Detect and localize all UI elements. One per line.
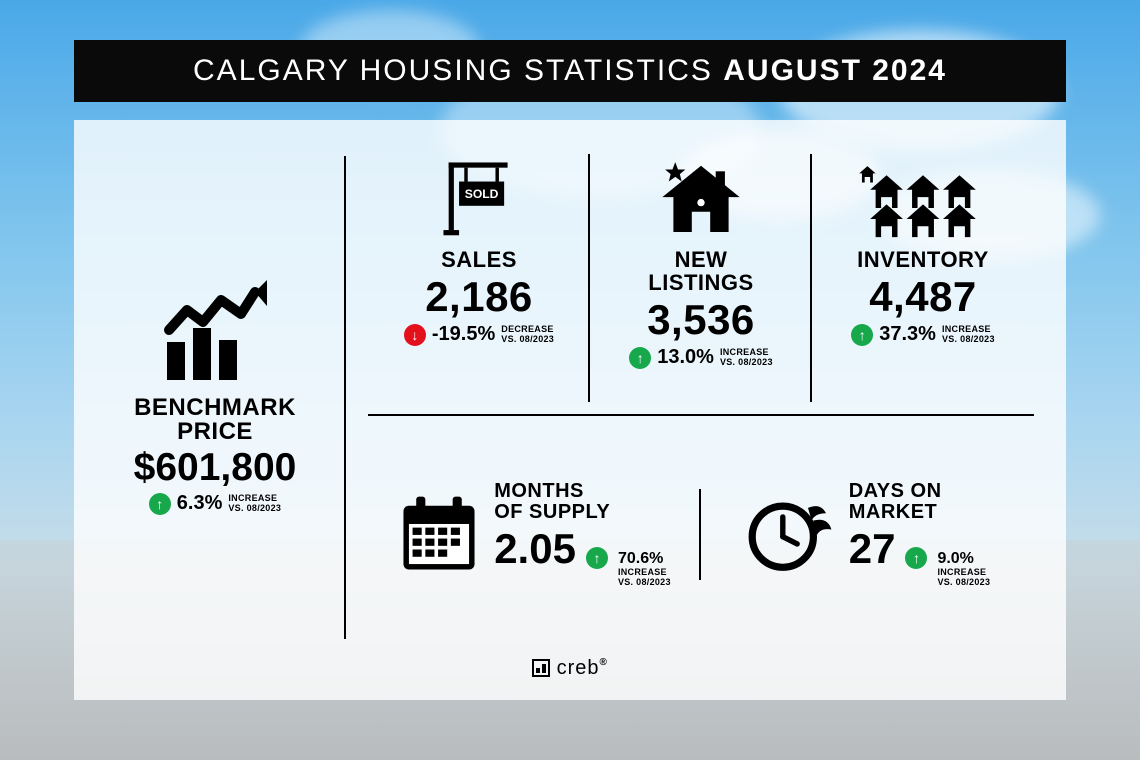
benchmark-desc: INCREASEVS. 08/2023 <box>228 494 281 514</box>
benchmark-label-2: PRICE <box>177 420 253 444</box>
new-listings-label: NEWLISTINGS <box>648 248 753 294</box>
house-grid-icon <box>858 150 988 246</box>
arrow-up-icon: ↑ <box>586 547 608 569</box>
benchmark-price-block: BENCHMARK PRICE $601,800 ↑ 6.3% INCREASE… <box>106 146 346 649</box>
arrow-up-icon: ↑ <box>629 347 651 369</box>
sales-block: SOLD SALES 2,186 ↓ -19.5% DECREASEVS. 08… <box>368 146 590 410</box>
arrow-up-icon: ↑ <box>905 547 927 569</box>
arrow-up-icon: ↑ <box>149 493 171 515</box>
title-prefix: CALGARY HOUSING STATISTICS <box>193 54 723 87</box>
sales-value: 2,186 <box>425 273 533 321</box>
new-listings-value: 3,536 <box>647 296 755 344</box>
new-listings-block: NEWLISTINGS 3,536 ↑ 13.0% INCREASEVS. 08… <box>590 146 812 410</box>
months-of-supply-block: MONTHSOF SUPPLY 2.05 ↑ 70.6% INCREASEVS.… <box>368 481 701 588</box>
title-bar: CALGARY HOUSING STATISTICS AUGUST 2024 <box>74 40 1066 102</box>
house-star-icon <box>655 150 747 246</box>
sales-change: ↓ -19.5% DECREASEVS. 08/2023 <box>404 323 554 346</box>
inventory-label: INVENTORY <box>857 248 989 271</box>
sales-label: SALES <box>441 248 517 271</box>
benchmark-change: ↑ 6.3% INCREASEVS. 08/2023 <box>149 492 281 515</box>
calendar-icon <box>398 493 480 575</box>
svg-text:SOLD: SOLD <box>465 187 499 201</box>
inventory-block: INVENTORY 4,487 ↑ 37.3% INCREASEVS. 08/2… <box>812 146 1034 410</box>
days-on-market-value: 27 <box>849 525 896 573</box>
stats-panel: BENCHMARK PRICE $601,800 ↑ 6.3% INCREASE… <box>74 120 1066 700</box>
days-on-market-label: DAYS ONMARKET <box>849 481 942 523</box>
trend-up-bars-icon <box>155 280 275 390</box>
benchmark-value: $601,800 <box>134 446 297 490</box>
inventory-change: ↑ 37.3% INCREASEVS. 08/2023 <box>851 323 995 346</box>
months-supply-label: MONTHSOF SUPPLY <box>494 481 610 523</box>
footer-logo: creb® <box>106 649 1034 680</box>
days-on-market-block: DAYS ONMARKET 27 ↑ 9.0% INCREASEVS. 08/2… <box>701 481 1034 588</box>
footer-text: creb <box>557 657 600 679</box>
title-strong: AUGUST 2024 <box>723 54 947 87</box>
sales-pct: -19.5% <box>432 323 495 346</box>
arrow-down-icon: ↓ <box>404 324 426 346</box>
benchmark-label-1: BENCHMARK <box>134 396 296 420</box>
new-listings-change: ↑ 13.0% INCREASEVS. 08/2023 <box>629 346 773 369</box>
arrow-up-icon: ↑ <box>851 324 873 346</box>
months-supply-value: 2.05 <box>494 525 576 573</box>
sold-sign-icon: SOLD <box>440 150 518 246</box>
inventory-value: 4,487 <box>869 273 977 321</box>
clock-speed-icon <box>745 493 835 575</box>
benchmark-pct: 6.3% <box>177 492 223 515</box>
